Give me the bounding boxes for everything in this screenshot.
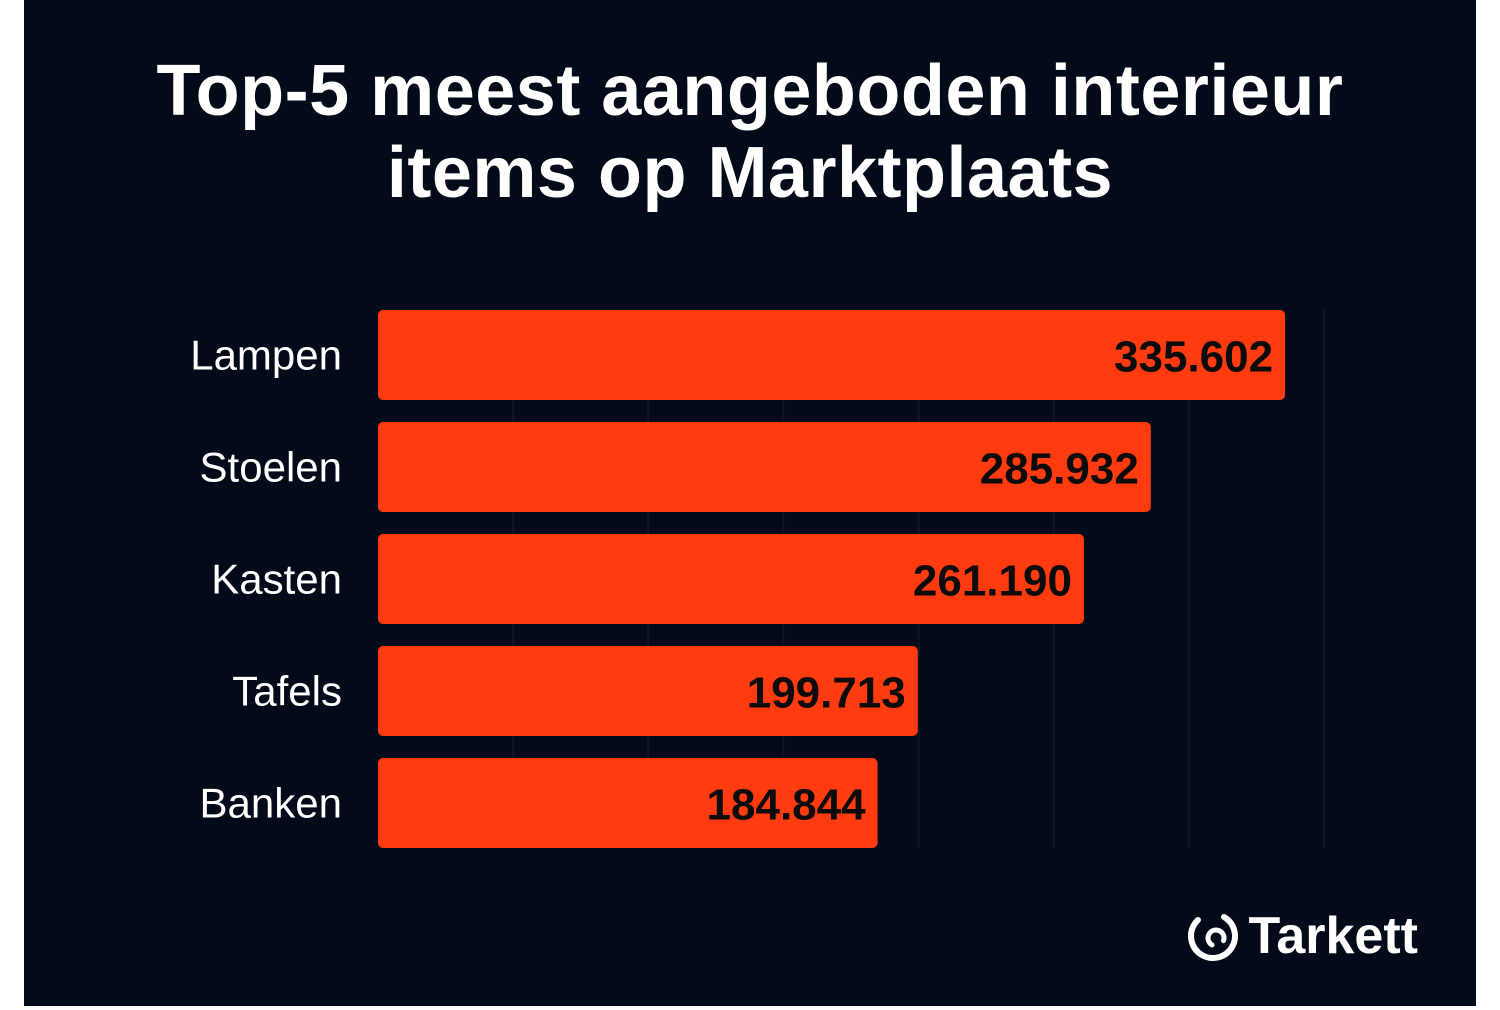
value-label: 184.844 (707, 781, 867, 830)
bar-tafels (378, 646, 918, 736)
value-label: 199.713 (747, 669, 906, 718)
value-label: 285.932 (980, 445, 1139, 494)
category-label: Lampen (190, 332, 342, 379)
value-label: 335.602 (1114, 333, 1273, 382)
chart-title-line-1: Top-5 meest aangeboden interieur (156, 51, 1344, 131)
bar-stoelen (378, 422, 1151, 512)
chart-title-line-2: items op Marktplaats (386, 133, 1114, 213)
bar-lampen (378, 310, 1286, 400)
bar-banken (378, 758, 878, 848)
chart-panel: Top-5 meest aangeboden interieur items o… (24, 0, 1476, 1006)
category-label: Tafels (232, 668, 342, 715)
bar-kasten (378, 534, 1084, 624)
brand-name: Tarkett (1248, 907, 1418, 965)
bars (378, 310, 1286, 848)
labels: Lampen 335.602 Stoelen 285.932 Kasten 261.190… (190, 332, 1273, 830)
category-label: Stoelen (200, 444, 342, 491)
value-label: 261.190 (913, 557, 1072, 606)
category-label: Kasten (211, 556, 342, 603)
category-label: Banken (200, 780, 342, 827)
brand-logo: Tarkett (1186, 906, 1418, 966)
bar-chart: Lampen 335.602 Stoelen 285.932 Kasten 261.190… (190, 310, 1325, 848)
chart-title: Top-5 meest aangeboden interieur items o… (24, 50, 1476, 214)
tarkett-swirl-icon (1188, 911, 1239, 961)
